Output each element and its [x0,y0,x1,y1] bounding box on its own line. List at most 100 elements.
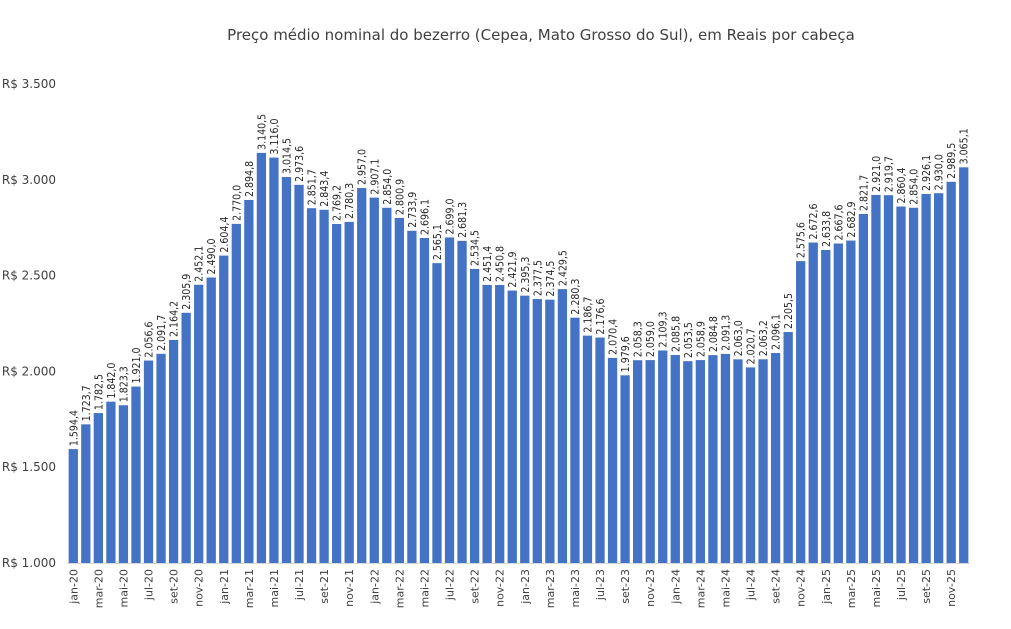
data-label: 2.565,1 [432,224,444,260]
data-label: 2.374,5 [545,261,557,297]
bar [683,361,693,563]
x-tick-label: mar-23 [544,569,557,608]
bar [858,213,869,563]
data-label: 1.979,6 [620,336,632,372]
bar [407,230,417,563]
data-label: 2.699,0 [445,198,457,234]
x-tick-label: jan-23 [519,569,532,605]
data-label: 2.058,9 [695,321,707,357]
bar [846,240,856,563]
bar [143,360,154,563]
data-label: 2.305,9 [181,274,193,310]
x-tick-label: nov-24 [795,569,808,607]
bar [783,332,793,563]
bar [369,197,379,563]
x-tick-label: jan-25 [820,569,833,605]
bar [633,360,643,563]
data-label: 2.534,5 [470,230,482,266]
bar [256,152,267,563]
x-tick-label: jul-24 [745,569,758,601]
data-label: 2.860,4 [896,168,908,204]
data-label: 3.140,5 [256,114,268,150]
bar [946,181,956,563]
bar [720,353,731,563]
bar [93,413,103,563]
data-label: 2.926,1 [921,155,933,191]
bar [934,193,944,563]
x-tick-label: jul-21 [293,569,306,601]
bar [68,449,78,563]
x-tick-label: nov-20 [193,569,206,607]
bar [394,217,404,563]
data-label: 2.091,3 [720,315,732,351]
data-label: 2.421,9 [507,252,519,288]
data-label: 2.682,9 [846,202,858,238]
y-axis-ticks: R$ 1.000 R$ 1.500 R$ 2.000 R$ 2.500 R$ 3.000… [2,77,56,570]
data-label: 2.780,3 [344,183,356,219]
data-label: 2.575,6 [796,222,808,258]
bar [520,295,530,563]
bar [281,177,292,563]
bar [357,188,367,564]
bar [306,208,317,563]
bar [808,242,818,563]
bar [269,157,279,563]
bar [156,353,166,563]
x-tick-label: set-24 [770,569,783,604]
bar [883,195,894,563]
y-tick-label: R$ 2.500 [2,269,56,283]
data-label: 2.672,6 [808,203,820,239]
bar [545,299,555,563]
data-label: 1.823,3 [118,366,130,402]
bar [294,184,304,564]
data-label: 2.907,1 [369,159,381,195]
x-tick-label: nov-22 [494,569,507,607]
data-label: 2.696,1 [419,199,431,235]
bar [733,359,743,563]
bar [244,199,254,563]
x-tick-label: mar-22 [393,569,406,608]
bar [670,354,680,563]
bar-series [68,152,969,564]
bar [570,317,580,563]
data-label: 3.065,1 [959,128,971,164]
x-tick-label: jan-20 [67,569,80,605]
data-label: 2.205,5 [783,293,795,329]
data-label: 2.633,8 [821,211,833,247]
bar [871,194,881,563]
bar [444,237,455,563]
x-tick-label: jan-21 [218,569,231,605]
data-label: 2.091,7 [156,315,168,351]
bar [344,221,354,563]
y-tick-label: R$ 1.000 [2,556,56,570]
x-tick-label: set-20 [168,569,181,604]
bar [758,359,768,563]
data-label: 2.059,0 [645,321,657,357]
y-tick-label: R$ 1.500 [2,460,56,474]
x-tick-label: mai-25 [870,569,883,607]
bar [658,350,668,563]
bar [770,352,781,563]
bar [432,263,442,563]
bar [495,285,505,563]
bar [419,238,430,563]
data-label: 2.452,1 [194,246,206,282]
bar [181,312,191,563]
x-tick-label: jul-25 [895,569,908,601]
data-label: 2.957,0 [357,149,369,185]
data-label: 1.842,0 [106,363,118,399]
bar [708,355,718,563]
data-label: 2.084,8 [708,316,720,352]
x-tick-label: mai-24 [719,569,732,607]
y-tick-label: R$ 3.500 [2,77,56,91]
bar [607,357,618,563]
data-label: 2.800,9 [394,179,406,215]
data-label: 2.280,3 [570,279,582,315]
data-label: 2.109,3 [658,311,670,347]
bar [532,299,542,563]
x-tick-label: mai-23 [569,569,582,607]
bar [457,240,467,564]
data-label: 2.490,0 [206,238,218,274]
